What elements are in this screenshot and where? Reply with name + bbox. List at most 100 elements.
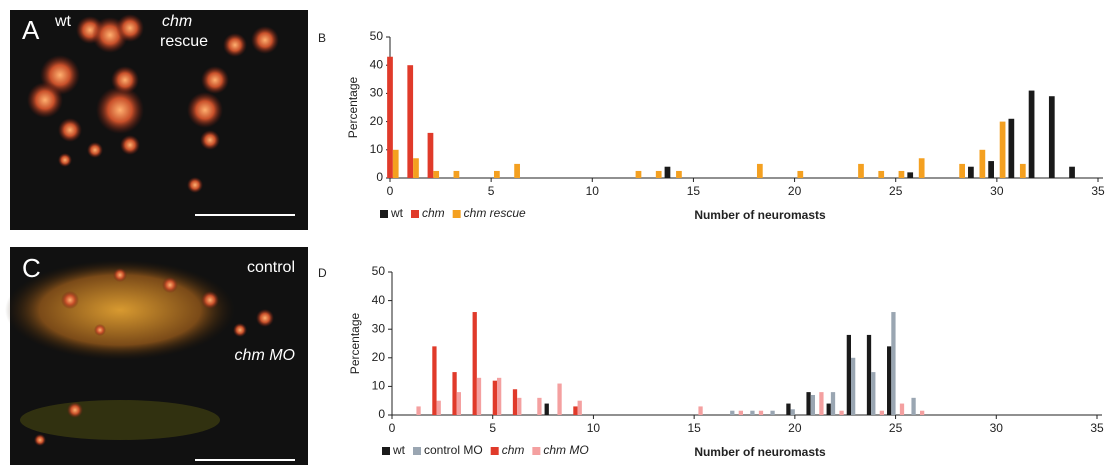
y-tick-label: 50 [370,29,384,43]
bar [577,400,582,415]
x-tick-label: 0 [387,184,394,198]
bar [866,334,872,415]
bar [407,65,414,178]
bar [968,166,974,178]
bar [899,403,905,415]
bar [635,170,642,178]
bar [806,392,811,415]
legend-swatch [380,210,388,218]
panel-letter: A [22,15,40,45]
y-tick-label: 10 [372,379,386,393]
bar [898,170,905,178]
image-label: chm MO [235,347,295,364]
x-tick-label: 30 [990,421,1004,435]
y-tick-label: 10 [370,142,384,156]
panel-letter: D [318,266,327,280]
bar [1028,90,1035,178]
bar [452,372,457,415]
bar [797,170,804,178]
y-tick-label: 20 [370,114,384,128]
bar [476,377,482,415]
bar [819,392,824,415]
y-tick-label: 40 [370,57,384,71]
legend-label: chm [502,443,525,457]
x-tick-label: 35 [1091,184,1105,198]
bar [790,409,795,415]
bar [573,406,578,415]
x-tick-label: 30 [990,184,1004,198]
bar [557,383,562,415]
y-tick-label: 40 [372,293,386,307]
bar [999,121,1006,178]
legend-swatch [452,210,461,218]
bar [871,372,876,415]
bar [387,56,393,178]
bar [979,149,986,178]
x-tick-label: 5 [489,421,496,435]
bar [537,397,542,415]
bar [544,403,549,415]
y-axis-label: Percentage [346,76,360,138]
bar [413,158,419,178]
y-tick-label: 20 [372,350,386,364]
bar [758,410,764,415]
bar [756,163,763,178]
bar [770,410,775,415]
bar [887,346,892,415]
image-label: wt [54,13,72,30]
panel-letter: C [22,253,41,283]
bar [879,410,884,415]
bar [472,312,477,415]
bar [512,389,518,415]
panel-letter: B [318,31,326,45]
bar [750,410,755,415]
x-tick-label: 10 [586,184,600,198]
bar [432,346,437,415]
legend-swatch [532,447,541,455]
y-tick-label: 50 [372,264,386,278]
y-axis-label: Percentage [348,312,362,374]
bar [514,163,520,178]
bar [839,410,844,415]
legend-swatch [411,210,419,218]
bar [851,357,856,415]
x-tick-label: 20 [788,421,802,435]
x-axis-label: Number of neuromasts [694,208,826,222]
bar [664,166,671,178]
x-tick-label: 25 [889,184,903,198]
bar [826,403,831,415]
panel-c-image [5,247,308,465]
image-label: control [247,259,295,276]
bar [1008,118,1015,178]
y-tick-label: 30 [372,321,386,335]
bar [436,400,441,415]
x-tick-label: 25 [889,421,903,435]
bar [676,170,682,178]
y-tick-label: 0 [376,170,383,184]
bar [786,403,791,415]
legend-swatch [413,447,421,455]
bar [494,170,500,178]
bar [655,170,662,178]
bar [988,161,994,178]
bar [911,397,916,415]
legend-label: wt [390,206,404,220]
bar [427,132,434,178]
legend-label: chm rescue [464,206,526,220]
bar [918,158,925,178]
bar [730,410,735,415]
bar [392,149,399,178]
x-tick-label: 35 [1090,421,1104,435]
bar [456,392,461,415]
legend-label: chm MO [543,443,588,457]
bar [416,406,421,415]
image-label: chm [162,13,192,30]
bar [1019,163,1026,178]
bar [492,380,497,415]
legend-label: wt [392,443,406,457]
bar [878,170,885,178]
panel-a-image [10,10,308,230]
bar [830,392,836,415]
bar [891,312,896,415]
